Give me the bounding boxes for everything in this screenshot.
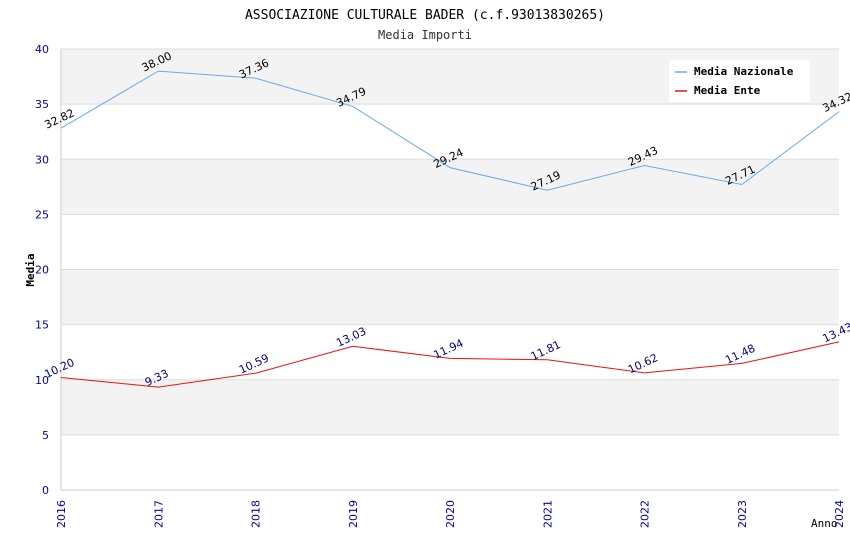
legend-label-media-ente: Media Ente: [694, 84, 761, 97]
data-label: 10.59: [237, 352, 271, 377]
grid-band: [61, 379, 839, 435]
y-axis-ticks: 0 5 10 15 20 25 30 35 40: [35, 43, 49, 497]
x-tick-label: 2018: [250, 500, 263, 528]
data-label: 10.20: [42, 356, 76, 381]
x-tick-label: 2021: [541, 500, 554, 528]
y-tick-label: 40: [35, 43, 49, 56]
y-tick-label: 35: [35, 98, 49, 111]
y-tick-label: 30: [35, 153, 49, 166]
chart-subtitle: Media Importi: [378, 28, 472, 42]
x-tick-label: 2020: [444, 500, 457, 528]
series-line-media-nazionale: [60, 70, 840, 191]
x-axis-ticks: 2016 2017 2018 2019 2020 2021 2022 2023 2024: [55, 500, 846, 528]
data-label: 11.48: [723, 342, 757, 367]
legend: Media Nazionale Media Ente: [669, 60, 810, 102]
legend-label-media-nazionale: Media Nazionale: [694, 65, 794, 78]
y-tick-label: 20: [35, 264, 49, 277]
series-line-media-ente: [60, 341, 840, 388]
x-axis-label: Anno: [811, 517, 838, 530]
x-tick-label: 2019: [347, 500, 360, 528]
plot-background-bands: [61, 49, 839, 435]
x-tick-label: 2022: [639, 500, 652, 528]
gridlines: [61, 48, 839, 436]
x-tick-label: 2023: [736, 500, 749, 528]
axes: [60, 49, 839, 491]
series-lines: [60, 70, 840, 388]
x-tick-label: 2017: [152, 500, 165, 528]
y-tick-label: 0: [42, 484, 49, 497]
grid-band: [61, 159, 839, 215]
legend-box: [669, 60, 810, 102]
y-tick-label: 10: [35, 374, 49, 387]
chart-title: ASSOCIAZIONE CULTURALE BADER (c.f.930138…: [245, 8, 605, 23]
y-tick-label: 25: [35, 208, 49, 221]
y-tick-label: 15: [35, 319, 49, 332]
x-tick-label: 2016: [55, 500, 68, 528]
y-axis-label: Media: [24, 253, 37, 286]
data-label: 13.03: [334, 325, 368, 350]
grid-band: [61, 269, 839, 325]
x-tick-label: 2024: [833, 500, 846, 528]
y-tick-label: 5: [42, 429, 49, 442]
